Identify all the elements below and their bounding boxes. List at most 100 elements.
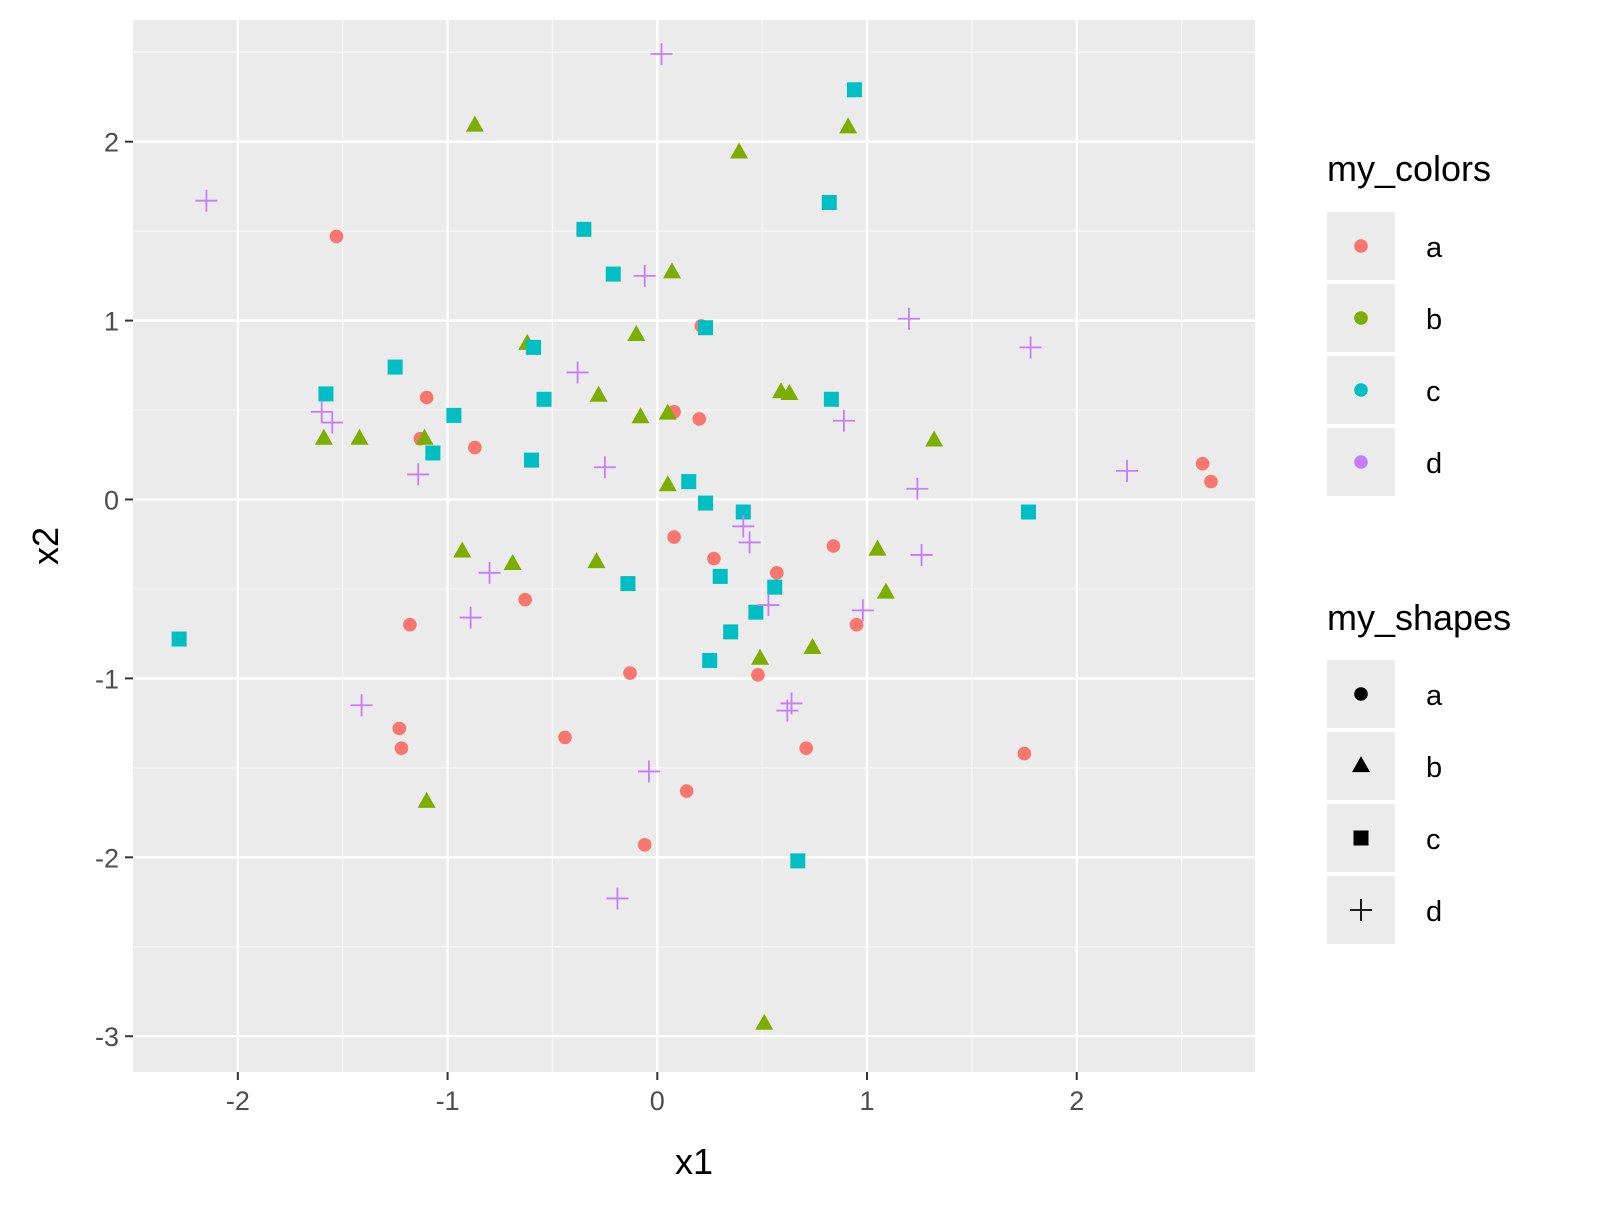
data-point: [1195, 456, 1210, 471]
legend-key-symbol: [1350, 899, 1372, 921]
data-point: [606, 887, 629, 910]
data-point: [702, 653, 718, 669]
series-c: [171, 82, 1037, 869]
series-d: [195, 42, 1139, 910]
data-point: [526, 339, 542, 355]
data-point: [605, 266, 621, 282]
data-point: [1017, 746, 1032, 761]
y-tick-label: 0: [104, 485, 119, 515]
data-point: [587, 552, 606, 569]
data-point: [876, 582, 895, 599]
data-point: [1021, 504, 1037, 520]
data-point: [329, 229, 344, 244]
legend-item-a: a: [1327, 660, 1443, 728]
data-point: [1019, 336, 1042, 359]
data-point: [692, 412, 707, 426]
legend-label: a: [1426, 680, 1443, 712]
data-point: [897, 307, 920, 330]
data-point: [826, 539, 841, 553]
x-axis-title: x1: [675, 1141, 713, 1182]
x-axis-ticks: -2 -1 0 1 2: [226, 1072, 1084, 1116]
data-point: [468, 440, 482, 455]
data-point: [637, 760, 660, 783]
legend-item-b: b: [1327, 732, 1442, 800]
legend-item-c: c: [1327, 804, 1441, 872]
data-point: [576, 221, 592, 237]
data-point: [536, 391, 552, 407]
data-point: [723, 624, 739, 640]
y-tick-label: 2: [104, 128, 119, 158]
data-point: [171, 631, 187, 647]
data-point: [849, 617, 864, 632]
x-tick-label: 2: [1069, 1086, 1084, 1116]
data-point: [518, 592, 532, 607]
grid-minor: [133, 20, 1255, 1072]
legend-colors: my_colors a b c d: [1327, 148, 1491, 496]
data-point: [314, 428, 333, 445]
data-point: [803, 638, 822, 655]
series-b: [314, 115, 944, 1030]
data-point: [925, 430, 944, 447]
data-point: [394, 741, 409, 755]
data-point: [679, 784, 694, 798]
legend-shapes-title: my_shapes: [1327, 597, 1511, 638]
data-point: [593, 456, 616, 479]
data-point: [738, 531, 761, 554]
legend-item-b: b: [1327, 284, 1442, 352]
legend-item-c: c: [1327, 356, 1441, 424]
x-tick-label: 1: [860, 1086, 875, 1116]
data-point: [478, 561, 501, 584]
data-point: [732, 515, 755, 538]
data-point: [387, 359, 403, 375]
legend-label: d: [1426, 448, 1442, 480]
data-point: [321, 411, 344, 434]
y-axis-ticks: -3 -2 -1 0 1 2: [95, 128, 133, 1052]
data-point: [698, 495, 714, 511]
y-tick-label: 1: [104, 307, 119, 337]
legend-colors-title: my_colors: [1327, 148, 1491, 189]
legend-key-symbol: [1354, 311, 1368, 325]
x-tick-label: -2: [226, 1086, 250, 1116]
data-point: [503, 553, 522, 570]
data-point: [707, 551, 721, 566]
data-point: [906, 477, 929, 500]
data-point: [589, 385, 608, 402]
data-point: [637, 837, 652, 852]
data-point: [417, 791, 436, 808]
legend-key-symbol: [1353, 830, 1369, 846]
data-point: [790, 853, 806, 869]
legend-label: c: [1426, 376, 1441, 408]
data-point: [392, 721, 407, 736]
x-tick-label: -1: [436, 1086, 460, 1116]
data-point: [650, 42, 673, 65]
legend-shapes: my_shapes a b c d: [1327, 597, 1511, 944]
data-point: [658, 475, 677, 492]
data-point: [633, 264, 656, 287]
data-point: [770, 566, 784, 580]
data-point: [776, 699, 799, 722]
data-point: [195, 189, 218, 212]
data-point: [465, 115, 484, 132]
data-point: [425, 445, 441, 461]
data-point: [446, 407, 462, 423]
y-tick-label: -3: [95, 1022, 119, 1052]
legend-item-d: d: [1327, 428, 1442, 496]
data-point: [832, 409, 855, 432]
data-point: [910, 543, 933, 566]
plot-panel: [133, 20, 1255, 1072]
data-point: [1116, 459, 1139, 482]
data-point: [558, 730, 572, 745]
data-point: [350, 428, 369, 445]
data-point: [823, 391, 839, 407]
legend-item-d: d: [1327, 876, 1442, 944]
y-tick-label: -2: [95, 843, 119, 873]
data-point: [780, 384, 799, 401]
data-point: [751, 648, 770, 665]
data-point: [799, 741, 813, 755]
legend-item-a: a: [1327, 212, 1443, 280]
data-point: [667, 530, 681, 544]
data-point: [459, 606, 482, 629]
data-point: [419, 390, 434, 405]
